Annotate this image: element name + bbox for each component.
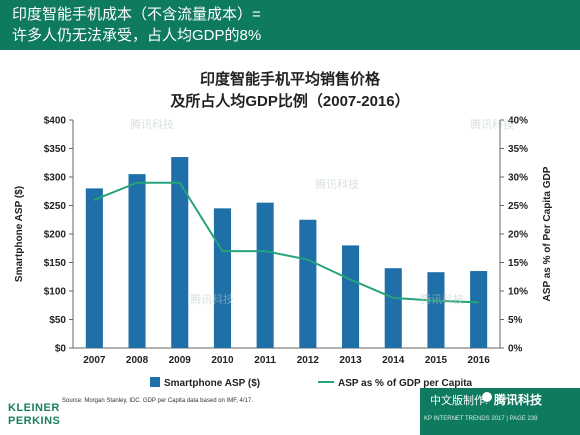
x-tick-label: 2013 <box>339 355 362 366</box>
line-point <box>307 258 309 261</box>
y2-tick-label: 25% <box>508 201 528 212</box>
y-tick-label: $400 <box>44 116 67 127</box>
series-line <box>93 181 479 304</box>
bar <box>171 157 189 348</box>
chart: 印度智能手机平均销售价格 及所占人均GDP比例（2007-2016） $0 $50… <box>14 70 553 389</box>
footer-brand-block: 中文版制作: 腾讯科技 KP INTERNET TRENDS 2017 | PA… <box>420 388 580 435</box>
y-tick-label: $350 <box>44 144 67 155</box>
bar <box>128 174 146 348</box>
x-tick-label: 2015 <box>425 355 448 366</box>
y2-tick-label: 5% <box>508 315 523 326</box>
line-point <box>392 297 395 299</box>
y2-tick-label: 35% <box>508 144 528 155</box>
y2-tick-label: 15% <box>508 258 528 269</box>
watermark-text: 腾讯科技 <box>420 292 464 306</box>
y-tick-label: $100 <box>44 287 67 298</box>
header-title-line1: 印度智能手机成本（不含流量成本）= <box>12 6 261 23</box>
line-point <box>178 181 181 184</box>
footer-brand-name: 腾讯科技 <box>494 393 543 407</box>
x-tick-label: 2008 <box>126 355 149 366</box>
footer-cn-label: 中文版制作: <box>430 395 489 407</box>
line-point <box>221 250 224 252</box>
y2-tick-label: 30% <box>508 173 528 184</box>
y-tick-label: $300 <box>44 173 67 184</box>
x-tick-label: 2009 <box>169 355 192 366</box>
line-point <box>93 199 96 201</box>
y2-tick-label: 0% <box>508 344 523 355</box>
header-banner: 印度智能手机成本（不含流量成本）= 许多人仍无法承受，占人均GDP的8% <box>0 0 580 50</box>
y2-tick-label: 20% <box>508 230 528 241</box>
x-tick-label: 2011 <box>254 355 276 366</box>
footer-page-info: KP INTERNET TRENDS 2017 | PAGE 239 <box>424 416 538 422</box>
header-title-line2: 许多人仍无法承受，占人均GDP的8% <box>12 27 262 44</box>
y2-tick-label: 10% <box>508 287 528 298</box>
line-point <box>435 299 437 302</box>
watermark-text: 腾讯科技 <box>470 117 514 131</box>
line-point <box>349 278 352 281</box>
y-axis-label: Smartphone ASP ($) <box>14 186 25 282</box>
bar <box>384 268 402 348</box>
x-tick-label: 2014 <box>382 355 405 366</box>
y-tick-label: $250 <box>44 201 67 212</box>
line-point <box>136 181 138 184</box>
legend-line-label: ASP as % of GDP per Capita <box>338 378 473 389</box>
tencent-logo-icon <box>482 392 492 402</box>
bar <box>470 271 488 348</box>
watermark-text: 腾讯科技 <box>315 177 359 191</box>
source-note: Source: Morgan Stanley, IDC. GDP per Cap… <box>62 398 253 404</box>
y-tick-label: $200 <box>44 230 67 241</box>
legend-bar-label: Smartphone ASP ($) <box>164 378 260 389</box>
bar <box>85 188 103 348</box>
y-tick-label: $50 <box>49 315 66 326</box>
chart-title-line1: 印度智能手机平均销售价格 <box>200 70 381 88</box>
line-point <box>264 250 266 252</box>
x-tick-label: 2007 <box>83 355 106 366</box>
watermark-text: 腾讯科技 <box>190 292 234 306</box>
x-tick-label: 2010 <box>211 355 234 366</box>
perkins-logo: PERKINS <box>8 415 61 427</box>
y-tick-label: $0 <box>55 344 67 355</box>
bar <box>299 219 317 348</box>
y2-axis-label: ASP as % of Per Capita GDP <box>542 166 553 301</box>
kleiner-logo: KLEINER <box>8 402 60 414</box>
chart-title-line2: 及所占人均GDP比例（2007-2016） <box>170 92 409 110</box>
bar <box>213 208 231 348</box>
x-tick-label: 2016 <box>468 355 491 366</box>
bar <box>256 202 274 348</box>
y2-tick-label: 40% <box>508 116 528 127</box>
bar <box>342 245 360 348</box>
bar <box>427 272 445 348</box>
watermark-text: 腾讯科技 <box>130 117 174 131</box>
y-tick-label: $150 <box>44 258 67 269</box>
line-point <box>477 301 480 304</box>
legend-bar-swatch <box>150 377 160 387</box>
x-tick-label: 2012 <box>297 355 320 366</box>
